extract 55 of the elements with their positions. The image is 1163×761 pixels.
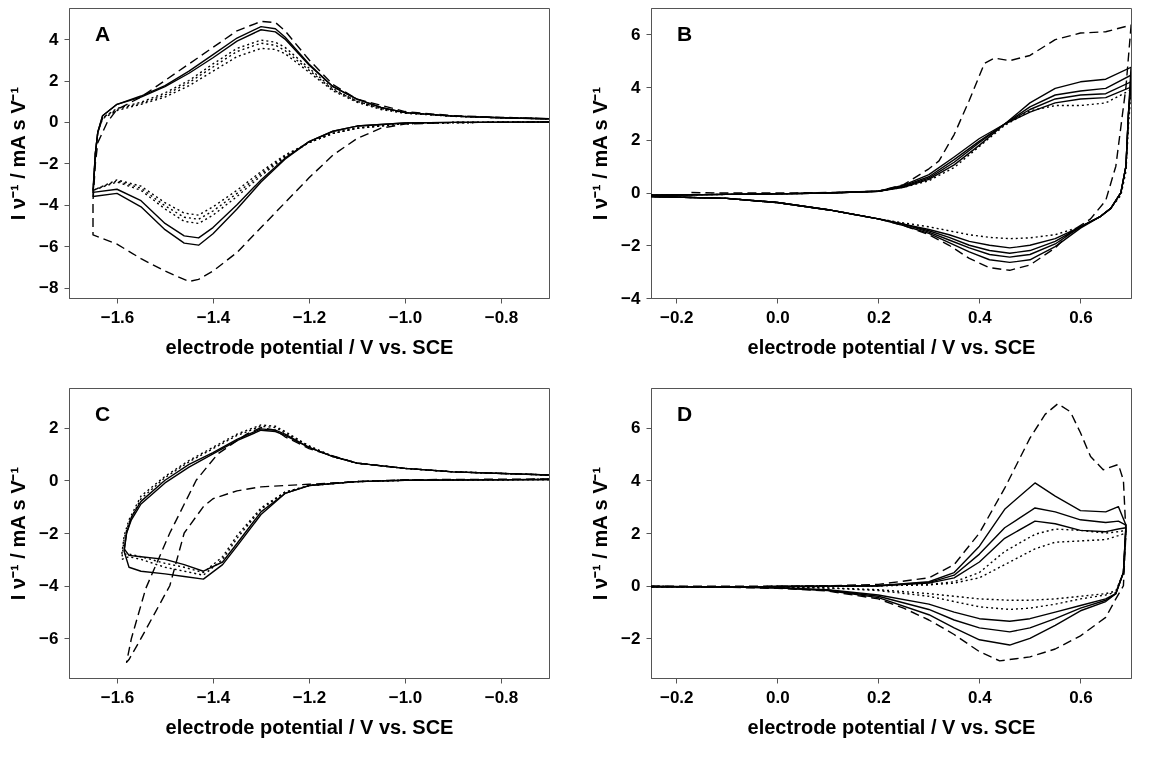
x-axis-title: electrode potential / V vs. SCE [165,335,454,358]
y-axis-title: I ν⁻¹ / mA s V⁻¹ [589,466,612,601]
x-tick-label: −1.4 [196,307,231,327]
x-tick-label: 0.0 [766,307,790,327]
x-tick-label: −1.0 [388,307,423,327]
y-tick-label: −4 [621,288,642,308]
y-tick-label: 4 [631,470,642,490]
x-tick-label: 0.2 [867,687,891,707]
y-axis-title: I ν⁻¹ / mA s V⁻¹ [7,466,30,601]
x-tick-label: −0.2 [659,307,694,327]
y-axis-title: I ν⁻¹ / mA s V⁻¹ [589,86,612,221]
y-tick-label: −6 [39,628,59,648]
x-tick-label: −1.6 [100,307,135,327]
y-axis-title: I ν⁻¹ / mA s V⁻¹ [7,86,30,221]
y-tick-label: 2 [49,71,59,90]
x-tick-label: −0.8 [484,307,519,327]
x-tick-label: −1.4 [196,687,231,707]
y-tick-label: 2 [631,130,641,150]
y-tick-label: −2 [39,153,59,173]
y-tick-label: −4 [39,195,60,215]
x-axis-title: electrode potential / V vs. SCE [747,715,1036,738]
annotation: B [677,22,693,45]
y-tick-label: 2 [49,418,59,438]
annotation: A [95,22,111,45]
x-tick-label: 0.6 [1069,687,1093,707]
x-tick-label: 0.2 [867,307,891,327]
y-tick-label: −2 [621,628,641,648]
y-tick-label: 0 [49,470,59,490]
x-tick-label: 0.0 [766,687,790,707]
y-tick-label: 0 [631,183,641,203]
y-tick-label: 2 [631,523,641,543]
annotation: D [677,402,693,425]
y-tick-label: 6 [631,418,641,438]
x-tick-label: −1.6 [100,687,135,707]
annotation: C [95,402,111,425]
x-axis-title: electrode potential / V vs. SCE [165,715,454,738]
y-tick-label: −4 [39,576,60,596]
y-tick-label: −2 [621,235,641,255]
y-tick-label: 0 [631,576,641,596]
x-tick-label: 0.4 [968,687,993,707]
y-tick-label: −8 [39,278,59,298]
y-tick-label: 0 [49,112,59,132]
y-tick-label: −2 [39,523,59,543]
x-tick-label: −1.0 [388,687,423,707]
x-axis-title: electrode potential / V vs. SCE [747,335,1036,358]
x-tick-label: −1.2 [292,687,327,707]
y-tick-label: −6 [39,236,59,256]
x-tick-label: −1.2 [292,307,327,327]
y-tick-label: 6 [631,24,641,44]
x-tick-label: 0.6 [1069,307,1093,327]
x-tick-label: −0.8 [484,687,519,707]
y-tick-label: 4 [49,29,60,49]
x-tick-label: 0.4 [968,307,993,327]
x-tick-label: −0.2 [659,687,694,707]
y-tick-label: 4 [631,77,642,97]
